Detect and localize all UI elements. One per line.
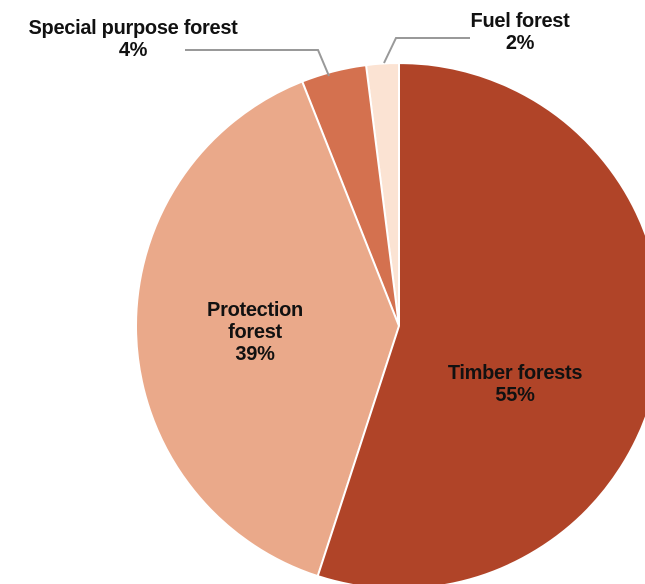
slice-label: Fuel forest 2% (450, 10, 590, 54)
leader-line (383, 37, 470, 64)
leader-line (185, 49, 330, 77)
category-name: Special purpose forest (28, 17, 238, 39)
value-label: 4% (118, 39, 148, 61)
value-label: 55% (495, 384, 535, 406)
slice-label: Timber forests 55% (415, 362, 615, 406)
slice-label: Special purpose forest 4% (3, 17, 263, 61)
category-name: Protection forest (207, 299, 303, 343)
category-name: Fuel forest (470, 10, 570, 32)
pie-slice (316, 61, 645, 584)
value-label: 39% (235, 343, 275, 365)
slice-label: Protection forest 39% (190, 299, 320, 365)
value-label: 2% (505, 32, 535, 54)
category-name: Timber forests (447, 362, 583, 384)
pie-slice (135, 80, 401, 578)
